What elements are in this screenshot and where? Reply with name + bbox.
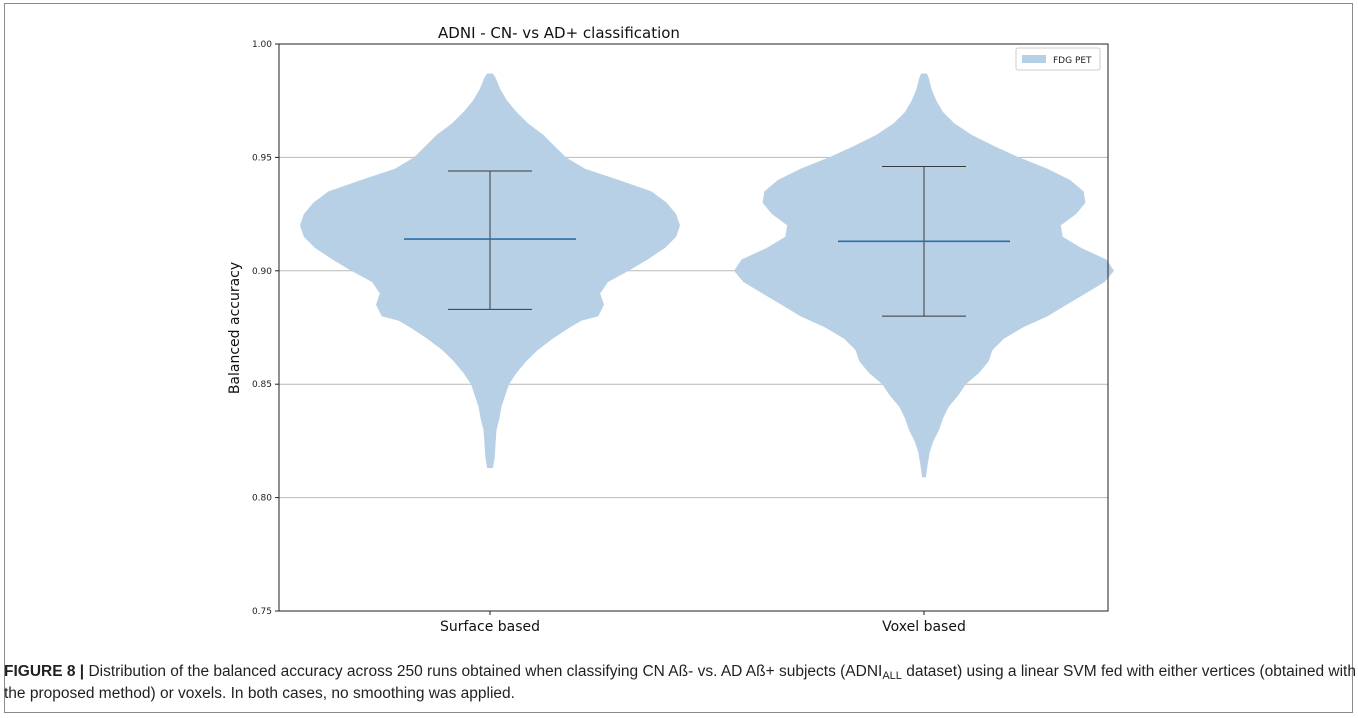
caption-text-after: dataset) using a linear SVM fed with eit… — [4, 663, 1356, 702]
y-axis-label: Balanced accuracy — [227, 262, 243, 394]
caption-text-before: Distribution of the balanced accuracy ac… — [84, 663, 883, 680]
x-tick-label: Surface based — [440, 619, 540, 635]
y-tick-label: 0.80 — [252, 494, 272, 504]
legend: FDG PET — [1015, 47, 1101, 71]
legend-swatch-fdg-pet — [1022, 55, 1046, 63]
violin-chart: 0.75 0.80 0.85 0.90 0.95 1.00 Surface based Vo… — [227, 24, 1114, 635]
legend-label-fdg-pet: FDG PET — [1053, 56, 1092, 66]
y-tick-label: 0.90 — [252, 267, 272, 277]
y-ticks: 0.75 0.80 0.85 0.90 0.95 1.00 — [252, 40, 279, 617]
violins — [300, 73, 1114, 478]
y-tick-label: 0.95 — [252, 153, 272, 163]
plot-area-frame — [278, 43, 1109, 612]
chart-title: ADNI - CN- vs AD+ classification — [438, 24, 680, 42]
caption-label: FIGURE 8 | — [4, 663, 85, 680]
figure-caption: FIGURE 8 | Distribution of the balanced … — [4, 661, 1356, 705]
y-tick-label: 0.75 — [252, 607, 272, 617]
legend-frame — [1015, 47, 1101, 71]
y-tick-label: 1.00 — [252, 40, 272, 50]
figure-frame — [4, 3, 1353, 713]
x-tick-label: Voxel based — [882, 619, 966, 635]
x-ticks: Surface based Voxel based — [440, 611, 966, 635]
caption-subscript: ALL — [882, 670, 902, 682]
y-tick-label: 0.85 — [252, 380, 272, 390]
axes — [278, 43, 1109, 612]
